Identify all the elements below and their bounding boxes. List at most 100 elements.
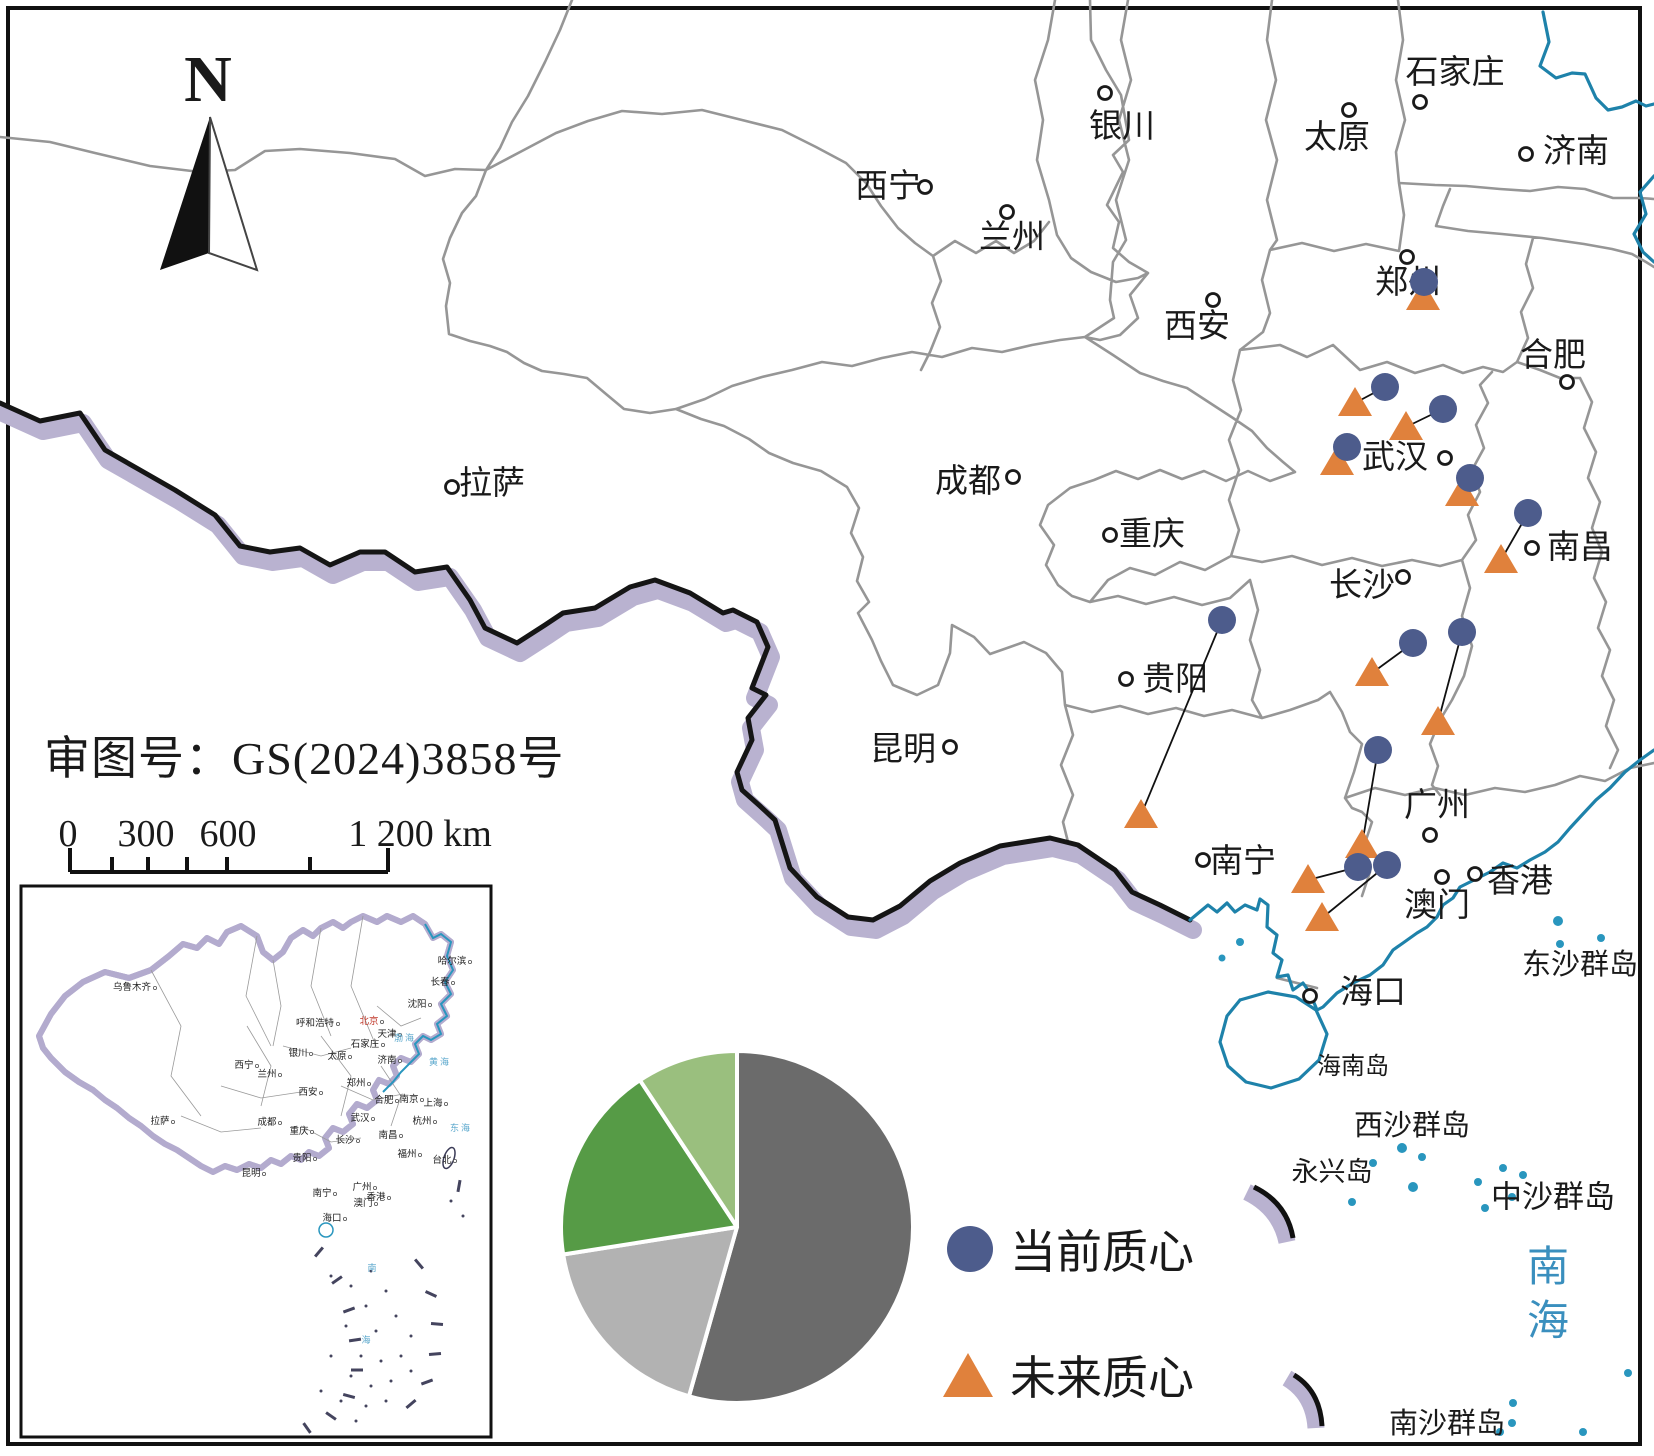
- city-label: 重庆: [1119, 516, 1185, 553]
- inset-city-marker: [379, 1019, 384, 1024]
- city-label: 澳门: [1404, 887, 1470, 924]
- inset-city-marker: [370, 1116, 375, 1121]
- island-group-label: 西沙群岛: [1354, 1109, 1470, 1142]
- future-centroid-icon: [943, 1353, 993, 1397]
- island-dot: [1509, 1399, 1517, 1407]
- inset-sea-label: 南: [367, 1262, 378, 1273]
- island-dot: [1553, 916, 1563, 926]
- inset-sea-dots: [319, 1199, 465, 1423]
- inset-city-marker: [355, 1138, 360, 1143]
- city-marker: [1097, 85, 1113, 101]
- pie-slice: [637, 1049, 739, 1229]
- dash: [348, 1337, 362, 1343]
- city-label: 南宁: [1210, 843, 1276, 880]
- dash: [325, 1411, 337, 1421]
- island-dot: [1418, 1153, 1426, 1161]
- inset-city-marker: [152, 986, 157, 991]
- inset-city-marker: [309, 1129, 314, 1134]
- inset-city-marker: [254, 1063, 259, 1068]
- current-centroid-icon: [947, 1226, 993, 1272]
- scale-bar-graphic: [68, 848, 390, 874]
- inset-nine-dash-line: [302, 1179, 462, 1434]
- pie-slice: [686, 1049, 915, 1405]
- inset-city-marker: [450, 981, 455, 986]
- current-centroid-marker: [1399, 629, 1427, 657]
- national-boundary-line: [0, 400, 1193, 923]
- island-dot: [1508, 1419, 1516, 1427]
- city-label: 海口: [1340, 974, 1406, 1011]
- inset-east-coast: [382, 923, 455, 1093]
- city-marker: [1422, 827, 1438, 843]
- dash: [405, 1398, 417, 1410]
- city-marker: [1467, 866, 1483, 882]
- current-centroid-marker: [1429, 395, 1457, 423]
- dash: [351, 1368, 363, 1372]
- future-centroid-marker: [1355, 657, 1389, 686]
- island-dot: [1408, 1182, 1418, 1192]
- island-dot: [1597, 934, 1605, 942]
- north-arrow-left: [160, 117, 210, 270]
- inset-city-label: 南京: [399, 1093, 418, 1105]
- inset-city-label: 台北: [432, 1154, 452, 1166]
- city-marker: [1302, 988, 1318, 1004]
- legend-circle-glyph: [947, 1226, 993, 1272]
- island-dot: [1496, 1428, 1504, 1436]
- dash: [302, 1422, 312, 1434]
- current-centroid-marker: [1333, 433, 1361, 461]
- scale-tick-label: 1 200 km: [348, 813, 492, 855]
- inset-city-label: 上海: [423, 1097, 443, 1109]
- inset-city-marker: [335, 1021, 340, 1026]
- north-arrow-icon: [160, 116, 259, 272]
- inset-city-marker: [308, 1051, 313, 1056]
- arc-edge: [1292, 1372, 1325, 1427]
- coastline-south-path: [1188, 10, 1654, 1090]
- centroid-shift-line: [1361, 749, 1379, 846]
- inset-sea-label: 黄海: [429, 1056, 451, 1067]
- inset-city-label: 北京: [359, 1015, 378, 1027]
- pie-slice: [561, 1225, 739, 1399]
- arc-edge: [1252, 1184, 1296, 1239]
- island-dot: [1624, 1369, 1632, 1377]
- inset-city-marker: [277, 1072, 282, 1077]
- island-group-label: 中沙群岛: [1491, 1180, 1615, 1215]
- scale-tick-label: 0: [58, 813, 78, 855]
- coastline: [1188, 10, 1654, 1090]
- island-dot: [1499, 1164, 1507, 1172]
- future-centroid-marker: [1320, 446, 1354, 475]
- centroid-shift-line: [1140, 619, 1223, 816]
- city-layer: 银川西宁兰州西安太原石家庄济南郑州合肥武汉南昌长沙成都重庆拉萨贵阳昆明南宁广州香…: [444, 54, 1613, 1011]
- current-centroid-marker: [1514, 499, 1542, 527]
- future-centroid-marker: [1345, 829, 1379, 858]
- legend-label-current: 当前质心: [1010, 1227, 1194, 1278]
- city-marker: [999, 204, 1015, 220]
- province-borders: [0, 0, 1654, 990]
- city-marker: [1118, 671, 1134, 687]
- island-dot: [1481, 1204, 1489, 1212]
- dash: [331, 1275, 343, 1285]
- inset-city-label: 西安: [298, 1086, 317, 1098]
- city-marker: [917, 179, 933, 195]
- city-marker: [1395, 569, 1411, 585]
- inset-city-marker: [467, 960, 472, 965]
- inset-city-label: 南宁: [312, 1187, 331, 1199]
- city-marker: [1195, 852, 1211, 868]
- inset-city-marker: [432, 1119, 437, 1124]
- city-marker: [1559, 374, 1575, 390]
- inset-city-marker: [277, 1120, 282, 1125]
- current-centroid-marker: [1456, 464, 1484, 492]
- inset-city-label: 天津: [377, 1029, 397, 1040]
- dash: [430, 1321, 444, 1327]
- city-label: 香港: [1487, 864, 1553, 900]
- inset-city-label: 沈阳: [407, 998, 426, 1010]
- inset-city-marker: [372, 1185, 377, 1190]
- city-label: 太原: [1304, 119, 1370, 156]
- inset-city-label: 西宁: [234, 1059, 253, 1071]
- inset-city-marker: [318, 1090, 323, 1095]
- north-arrow-right: [207, 116, 259, 272]
- coastal-islet-dot: [1218, 954, 1226, 962]
- inset-city-marker: [366, 1081, 371, 1086]
- inset-city-label: 昆明: [241, 1168, 260, 1179]
